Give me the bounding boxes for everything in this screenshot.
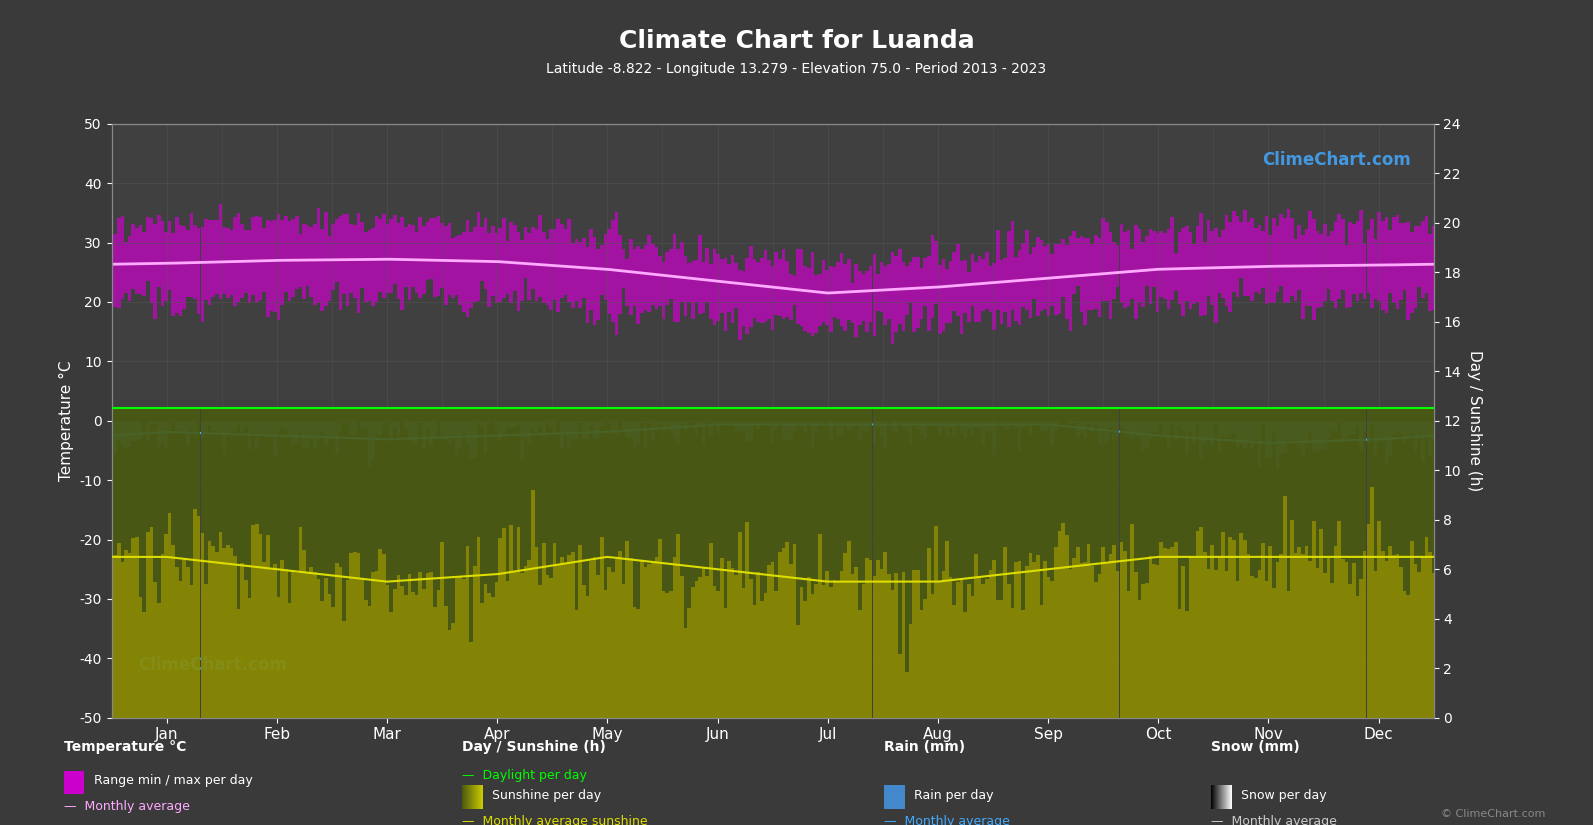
Text: Range min / max per day: Range min / max per day [94,774,253,787]
Text: Climate Chart for Luanda: Climate Chart for Luanda [618,29,975,53]
Text: Rain (mm): Rain (mm) [884,740,965,754]
Text: Sunshine per day: Sunshine per day [492,789,602,802]
Text: —  Monthly average: — Monthly average [64,800,190,813]
Text: Latitude -8.822 - Longitude 13.279 - Elevation 75.0 - Period 2013 - 2023: Latitude -8.822 - Longitude 13.279 - Ele… [546,62,1047,76]
Text: ClimeChart.com: ClimeChart.com [1262,151,1410,169]
Text: —  Monthly average: — Monthly average [1211,815,1337,825]
Text: Rain per day: Rain per day [914,789,994,802]
Text: Snow (mm): Snow (mm) [1211,740,1300,754]
Text: Snow per day: Snow per day [1241,789,1327,802]
Text: —  Daylight per day: — Daylight per day [462,769,586,782]
Text: ClimeChart.com: ClimeChart.com [139,656,287,674]
Text: Day / Sunshine (h): Day / Sunshine (h) [462,740,605,754]
Text: Temperature °C: Temperature °C [64,740,186,754]
Y-axis label: Temperature °C: Temperature °C [59,361,73,481]
Text: —  Monthly average sunshine: — Monthly average sunshine [462,815,648,825]
Y-axis label: Day / Sunshine (h): Day / Sunshine (h) [1467,350,1481,492]
Text: © ClimeChart.com: © ClimeChart.com [1440,808,1545,818]
Text: —  Monthly average: — Monthly average [884,815,1010,825]
